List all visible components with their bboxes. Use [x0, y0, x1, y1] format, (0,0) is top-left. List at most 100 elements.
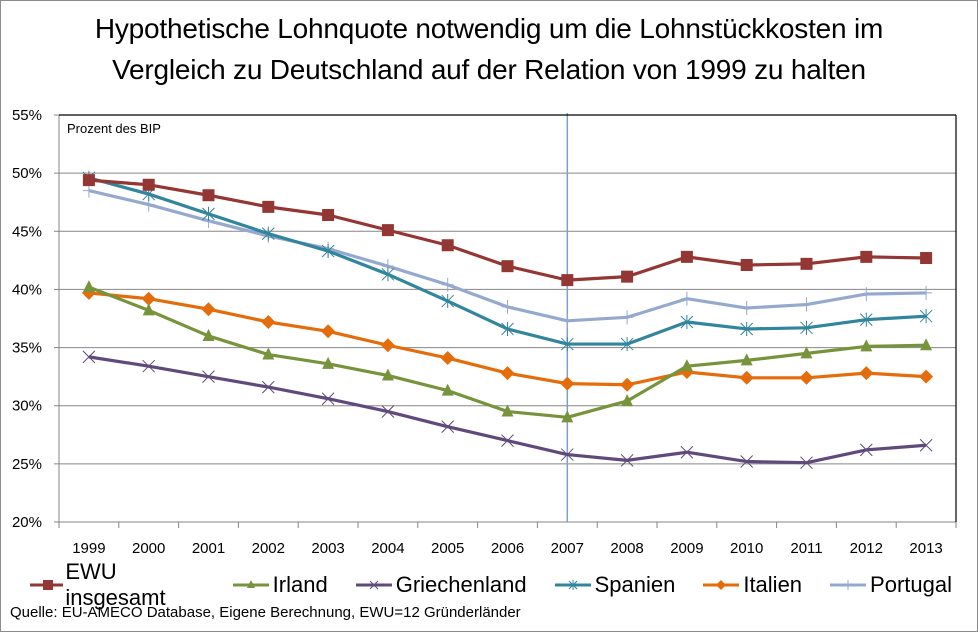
x-tick-label: 2013 — [909, 540, 942, 557]
data-point — [920, 252, 933, 265]
data-point — [560, 448, 574, 461]
data-point — [501, 321, 514, 336]
series-irland — [82, 280, 933, 423]
data-point — [800, 297, 813, 312]
data-point — [441, 420, 455, 433]
data-point — [322, 356, 335, 369]
legend-swatch-icon — [703, 580, 740, 590]
data-point — [501, 299, 514, 314]
legend-label: Portugal — [870, 572, 952, 597]
series-italien — [81, 285, 934, 392]
legend-item: Irland — [231, 572, 328, 598]
data-point — [560, 337, 574, 352]
y-tick-label: 25% — [12, 456, 42, 473]
data-point — [202, 206, 215, 221]
data-point — [620, 337, 634, 352]
legend-label: Spanien — [594, 572, 676, 597]
legend-item: Griechenland — [354, 572, 527, 598]
data-point — [621, 270, 634, 283]
square-marker — [43, 580, 53, 590]
chart-title: Hypothetische Lohnquote notwendig um die… — [0, 8, 978, 90]
data-point — [620, 454, 634, 467]
data-point — [82, 350, 96, 364]
legend-item: Italien — [701, 572, 802, 598]
data-point — [680, 291, 693, 306]
data-point — [680, 250, 693, 263]
data-point — [321, 392, 335, 406]
data-point — [380, 338, 395, 353]
legend: EWU insgesamt Irland Griechenland Spanien It… — [28, 559, 978, 610]
data-point — [202, 189, 215, 202]
x-tick-label: 2012 — [850, 540, 883, 557]
x-axis: 1999 2000 2001 2002 2003 2004 2005 2006 2007 2008… — [58, 521, 957, 557]
data-point — [262, 200, 275, 213]
data-point — [740, 353, 753, 366]
x-tick-label: 2007 — [551, 540, 584, 557]
x-tick-label: 2001 — [192, 540, 225, 557]
data-point — [740, 301, 753, 316]
data-point — [561, 410, 574, 423]
data-point — [202, 328, 215, 341]
data-point — [441, 383, 454, 396]
y-tick-label: 35% — [12, 340, 42, 357]
data-point — [441, 294, 455, 309]
legend-swatch-icon — [554, 580, 591, 590]
data-point — [561, 274, 574, 287]
data-point — [381, 224, 394, 237]
legend-label: Griechenland — [395, 572, 527, 597]
data-point — [800, 257, 813, 270]
x-tick-label: 2002 — [252, 540, 285, 557]
series-group — [81, 170, 934, 470]
x-tick-label: 2000 — [132, 540, 165, 557]
x-tick-label: 2006 — [491, 540, 524, 557]
data-point — [82, 280, 95, 293]
data-point — [261, 380, 275, 394]
series-ewu-insgesamt — [82, 174, 933, 287]
data-point — [680, 314, 694, 329]
data-point — [202, 370, 215, 383]
data-point — [920, 285, 933, 300]
data-point — [859, 443, 873, 457]
legend-label: Italien — [743, 572, 803, 597]
legend-swatch-icon — [30, 580, 64, 590]
chart-title-line-1: Hypothetische Lohnquote notwendig um die… — [94, 13, 884, 44]
plus-marker — [844, 580, 853, 590]
data-point — [860, 339, 873, 352]
data-point — [321, 324, 336, 339]
data-point — [740, 321, 754, 336]
legend-label: EWU insgesamt — [65, 559, 166, 610]
legend-item: EWU insgesamt — [28, 559, 205, 611]
data-point — [262, 347, 275, 360]
data-point — [261, 226, 275, 241]
y-tick-label: 40% — [12, 281, 42, 298]
legend-swatch-icon — [830, 580, 867, 590]
data-point — [381, 405, 395, 418]
x-marker — [369, 580, 379, 590]
data-point — [440, 351, 455, 366]
data-point — [501, 434, 514, 447]
x-tick-label: 2009 — [670, 540, 703, 557]
unit-note: Prozent des BIP — [67, 121, 161, 136]
data-point — [919, 309, 933, 324]
chart-title-line-2: Vergleich zu Deutschland auf der Relatio… — [112, 54, 866, 85]
y-axis: 20% 25% 30% 35% 40% 45% 50% 55% — [12, 107, 60, 531]
x-tick-label: 2005 — [431, 540, 464, 557]
data-point — [800, 456, 813, 470]
legend-item: Portugal — [828, 572, 952, 598]
x-tick-label: 2008 — [610, 540, 643, 557]
data-point — [621, 310, 634, 325]
data-point — [560, 376, 575, 391]
series-griechenland — [82, 350, 933, 470]
legend-label: Irland — [272, 572, 328, 597]
data-point — [322, 209, 335, 222]
source-note: Quelle: EU-AMECO Database, Eigene Berech… — [10, 604, 521, 621]
y-tick-label: 20% — [12, 514, 42, 531]
data-point — [620, 377, 635, 392]
data-point — [860, 287, 873, 302]
y-tick-label: 45% — [12, 223, 42, 240]
data-point — [381, 267, 395, 282]
data-point — [860, 250, 873, 263]
data-point — [680, 359, 693, 372]
data-point — [441, 239, 454, 252]
